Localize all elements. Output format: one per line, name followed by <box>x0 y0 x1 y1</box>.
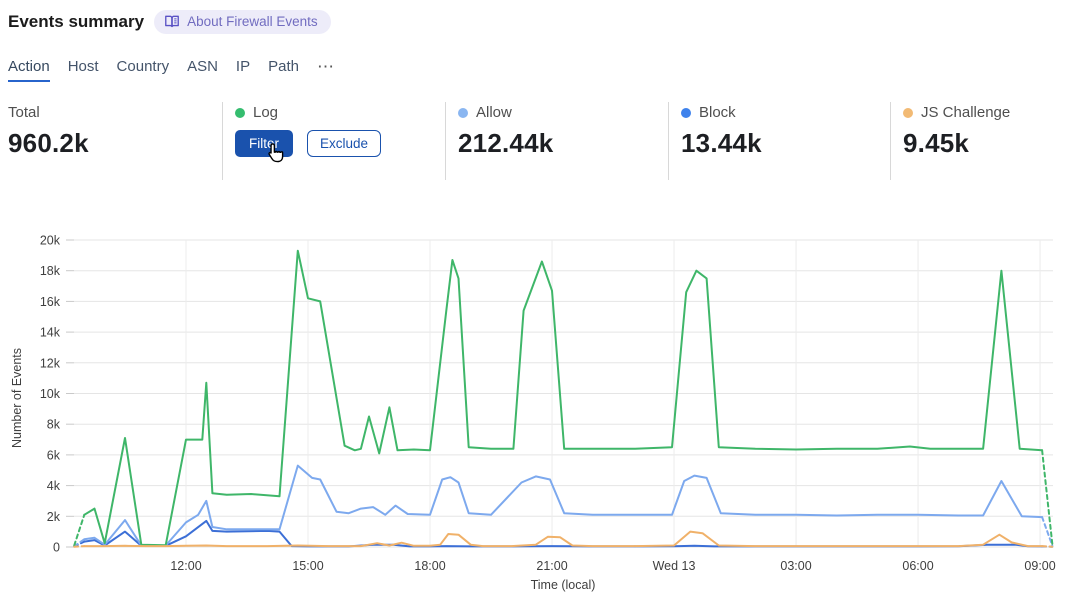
series-head-dash-js-challenge <box>73 545 86 548</box>
block-dot-icon <box>681 107 691 118</box>
stat-card-js-challenge: JS Challenge 9.45k <box>903 104 1010 159</box>
stat-card-allow: Allow 212.44k <box>458 104 553 159</box>
divider <box>445 102 446 180</box>
y-tick-label: 8k <box>47 418 61 432</box>
y-tick-label: 16k <box>40 295 61 309</box>
y-tick-label: 10k <box>40 387 61 401</box>
y-tick-label: 4k <box>47 479 61 493</box>
divider <box>668 102 669 180</box>
y-axis-title: Number of Events <box>10 348 24 448</box>
series-line-block <box>83 519 1044 548</box>
tab-asn[interactable]: ASN <box>187 58 218 75</box>
series-tail-dash-log <box>1041 449 1054 545</box>
more-tabs-ellipsis-icon[interactable]: ⋯ <box>316 57 334 76</box>
stat-value-js-challenge: 9.45k <box>903 128 970 158</box>
allow-dot-icon <box>458 107 468 118</box>
tab-path[interactable]: Path <box>268 58 299 75</box>
stat-value-total: 960.2k <box>8 128 89 158</box>
x-tick-label: 18:00 <box>414 559 445 573</box>
stat-value-block: 13.44k <box>681 128 762 158</box>
series-head-dash-allow <box>73 538 86 548</box>
y-tick-label: 20k <box>40 234 61 248</box>
book-icon <box>164 14 180 29</box>
series-line-js-challenge <box>83 530 1044 548</box>
stat-value-allow: 212.44k <box>458 128 554 158</box>
x-tick-label: 21:00 <box>536 559 567 573</box>
badge-label: About Firewall Events <box>187 14 318 29</box>
stat-card-log: Log Filter Exclude <box>235 104 382 163</box>
stats-row: Total 960.2k Log Filter Exclude <box>0 102 1068 184</box>
stat-label-js-challenge: JS Challenge <box>921 104 1011 121</box>
stat-card-total: Total 960.2k <box>8 104 89 159</box>
series-tail-dash-allow <box>1041 516 1054 547</box>
stat-label-block: Block <box>699 104 736 121</box>
x-tick-label: Wed 13 <box>653 559 696 573</box>
x-axis-title: Time (local) <box>531 578 596 592</box>
stat-label-allow: Allow <box>476 104 512 121</box>
js-challenge-dot-icon <box>903 107 913 118</box>
y-tick-label: 12k <box>40 356 61 370</box>
tab-host[interactable]: Host <box>67 58 99 75</box>
tab-action[interactable]: Action <box>8 58 50 82</box>
stat-label-total: Total <box>8 104 40 121</box>
series-line-allow <box>83 464 1044 547</box>
y-tick-label: 18k <box>40 264 61 278</box>
x-tick-label: 09:00 <box>1024 559 1055 573</box>
series-tail-dash-js-challenge <box>1041 545 1054 548</box>
cursor-icon <box>265 142 287 171</box>
events-time-series-chart: 0 2k 4k 6k 8k 10k 12k 14k 16k 18k 20k 12:00 15:00 18:… <box>10 234 1056 593</box>
filter-button[interactable]: Filter <box>235 130 293 157</box>
about-firewall-events-badge[interactable]: About Firewall Events <box>154 10 331 34</box>
divider <box>222 102 223 180</box>
stat-card-block: Block 13.44k <box>681 104 762 159</box>
divider <box>890 102 891 180</box>
series-line-log <box>83 249 1044 547</box>
y-tick-label: 2k <box>47 510 61 524</box>
stat-label-log: Log <box>253 104 279 121</box>
x-tick-label: 06:00 <box>902 559 933 573</box>
exclude-button[interactable]: Exclude <box>307 130 382 157</box>
tab-ip[interactable]: IP <box>235 58 251 75</box>
y-tick-label: 14k <box>40 326 61 340</box>
header: Events summary About Firewall Events <box>8 10 331 34</box>
tab-country[interactable]: Country <box>116 58 170 75</box>
series-head-dash-log <box>73 513 86 547</box>
tab-bar: Action Host Country ASN IP Path ⋯ <box>8 57 334 82</box>
page-title: Events summary <box>8 12 145 31</box>
x-tick-label: 03:00 <box>780 559 811 573</box>
y-tick-label: 0 <box>53 541 60 555</box>
x-tick-label: 12:00 <box>170 559 201 573</box>
y-tick-label: 6k <box>47 448 61 462</box>
log-dot-icon <box>235 107 245 118</box>
x-tick-label: 15:00 <box>292 559 323 573</box>
